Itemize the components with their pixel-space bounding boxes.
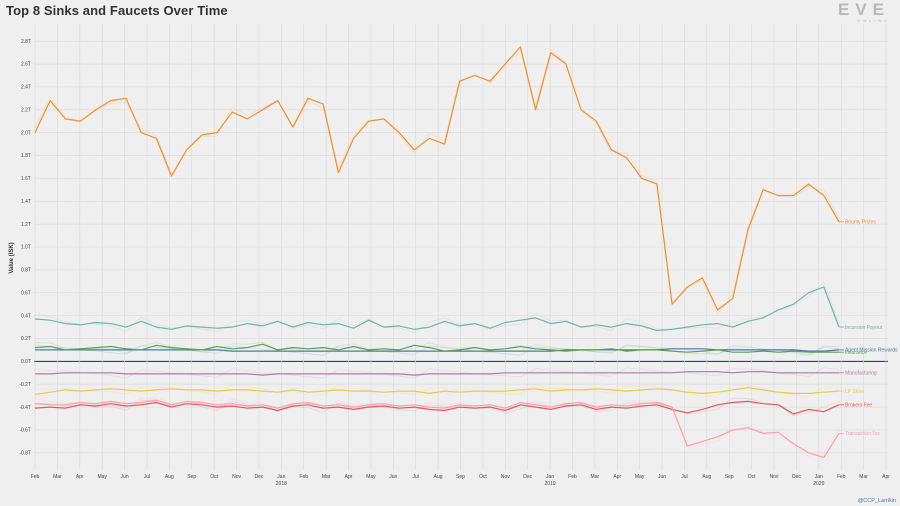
x-tick-label: Jun (389, 474, 397, 480)
x-tick-label: Jul (681, 474, 687, 480)
chart-title: Top 8 Sinks and Faucets Over Time (6, 3, 228, 18)
series-daily-trace (34, 281, 840, 334)
x-tick-label: May (366, 474, 376, 480)
series-label: LP Store (845, 389, 865, 395)
y-tick-label: -0.6T (19, 428, 31, 434)
x-tick-label: Mar (859, 474, 868, 480)
x-tick-label: Sep (456, 474, 465, 480)
series-label: Transaction Tax (845, 431, 881, 437)
series-line (34, 286, 840, 332)
x-tick-label: Dec (792, 474, 801, 480)
series-label: Manufacturing (845, 370, 877, 376)
series-lines (34, 46, 840, 458)
series-line (34, 387, 840, 396)
y-tick-label: 0.8T (21, 268, 31, 274)
series-labels: Bounty Prizes Incursion Payout Agent Missi… (838, 220, 898, 437)
y-tick-label: 0.4T (21, 313, 31, 319)
series-daily-trace (34, 341, 840, 357)
y-tick-label: 1.0T (21, 245, 31, 251)
x-tick-label: Oct (210, 474, 218, 480)
series-label: Bounty Prizes (845, 220, 876, 226)
x-tick-label: Sep (187, 474, 196, 480)
x-tick-label: Jan (546, 474, 554, 480)
x-tick-label: Dec (523, 474, 532, 480)
x-tick-label: Nov (501, 474, 510, 480)
y-tick-label: 2.2T (21, 107, 31, 113)
grid-lines (34, 24, 888, 470)
y-tick-label: -0.4T (19, 405, 31, 411)
series-label: Brokers Fee (845, 403, 872, 409)
y-tick-label: 2.6T (21, 62, 31, 68)
series-line (35, 371, 839, 376)
x-tick-label: Jan (277, 474, 285, 480)
x-tick-label: Jan (815, 474, 823, 480)
x-tick-label: Apr (882, 474, 890, 480)
series-daily-trace (34, 49, 840, 315)
series-label: Incursion Payout (845, 325, 883, 331)
x-tick-label: Nov (770, 474, 779, 480)
x-tick-label: Mar (53, 474, 62, 480)
series-label: Insurance (845, 350, 867, 356)
x-axis-ticks: Feb Mar Apr May Jun Jul Aug Sep Oct Nov Dec Jan2018… (31, 474, 891, 487)
x-tick-label: Oct (748, 474, 756, 480)
series-line (35, 348, 840, 352)
x-tick-label: Aug (702, 474, 711, 480)
y-tick-label: 1.8T (21, 153, 31, 159)
logo-text: EVE (837, 0, 890, 19)
x-tick-label: Jul (413, 474, 419, 480)
x-tick-label: Mar (322, 474, 331, 480)
series-daily-trace (34, 397, 840, 417)
x-tick-label: Feb (568, 474, 577, 480)
y-tick-label: -0.8T (19, 451, 31, 457)
x-tick-label: Mar (591, 474, 600, 480)
x-tick-label: Aug (434, 474, 443, 480)
x-tick-label: May (97, 474, 107, 480)
x-tick-label: Apr (345, 474, 353, 480)
logo-subtext: ONLINE (857, 18, 890, 23)
x-tick-year: 2020 (813, 481, 824, 487)
y-axis-ticks: -0.8T -0.6T -0.4T -0.2T 0.0T 0.2T 0.4T 0.6T 0.8T… (19, 39, 31, 457)
series-line (34, 343, 839, 353)
series-line (34, 399, 840, 458)
x-tick-label: Feb (299, 474, 308, 480)
x-tick-label: Sep (725, 474, 734, 480)
series-line (34, 400, 840, 415)
y-tick-label: 0.0T (21, 359, 31, 365)
y-tick-label: 1.2T (21, 222, 31, 228)
x-tick-label: Aug (165, 474, 174, 480)
x-tick-label: Nov (232, 474, 241, 480)
y-tick-label: 2.0T (21, 130, 31, 136)
x-tick-label: May (635, 474, 645, 480)
x-tick-label: Apr (613, 474, 621, 480)
series-daily-trace (34, 367, 840, 379)
y-tick-label: 2.4T (21, 85, 31, 91)
series-line (34, 46, 840, 311)
x-tick-label: Jun (121, 474, 129, 480)
y-tick-label: 0.6T (21, 290, 31, 296)
author-credit: @CCP_Larrikin (857, 498, 896, 504)
y-tick-label: 1.6T (21, 176, 31, 182)
y-tick-label: 2.8T (21, 39, 31, 45)
series-daily-trace (34, 397, 840, 457)
x-tick-label: Jun (658, 474, 666, 480)
x-tick-label: Oct (479, 474, 487, 480)
x-tick-label: Dec (254, 474, 263, 480)
y-tick-label: 1.4T (21, 199, 31, 205)
x-tick-year: 2019 (545, 481, 556, 487)
x-tick-year: 2018 (276, 481, 287, 487)
series-daily-trace (34, 344, 840, 356)
y-tick-label: -0.2T (19, 382, 31, 388)
series-daily-trace (34, 384, 840, 398)
series-label: Agent Mission Rewards (845, 348, 898, 354)
y-tick-label: 0.2T (21, 336, 31, 342)
x-tick-label: Jul (144, 474, 150, 480)
x-tick-label: Feb (31, 474, 40, 480)
x-tick-label: Feb (837, 474, 846, 480)
x-tick-label: Apr (76, 474, 84, 480)
eve-online-logo: EVE ONLINE (837, 0, 890, 23)
y-axis-label: Value (ISK) (9, 242, 15, 273)
